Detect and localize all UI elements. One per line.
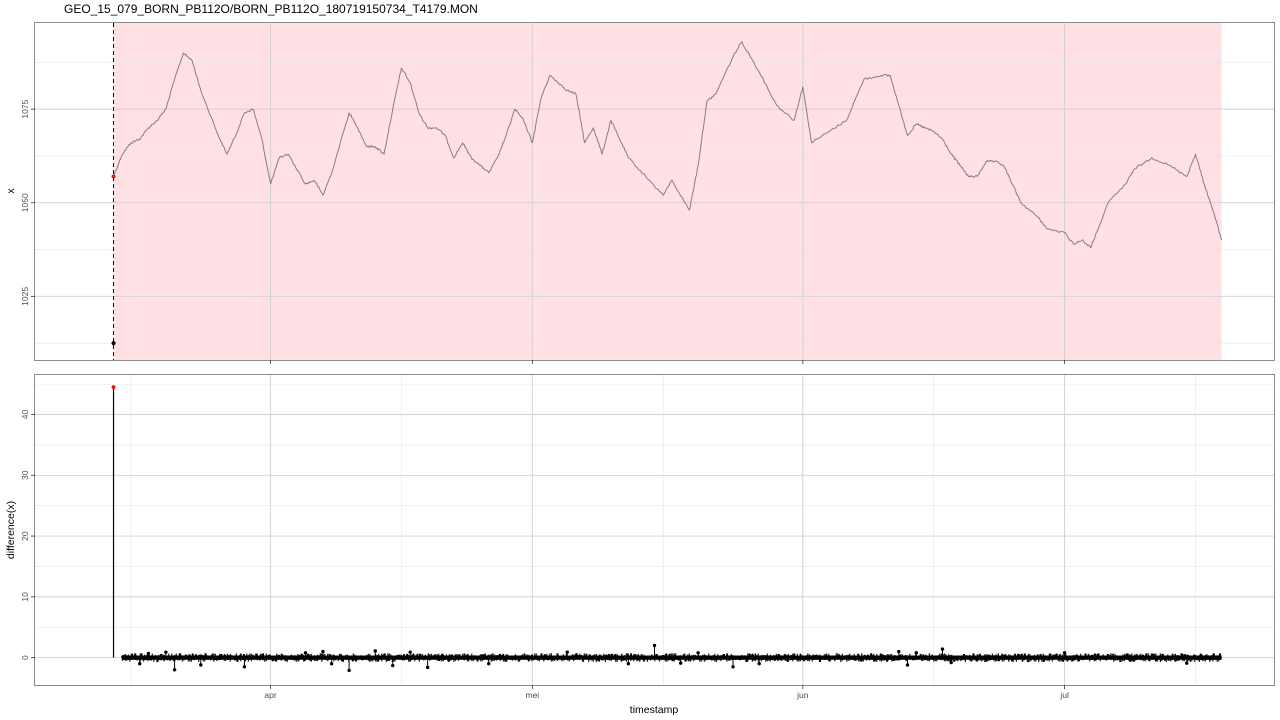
bottom-panel-x-tick-label: mei [525, 690, 539, 700]
bottom-panel-extreme-point-10 [373, 649, 377, 653]
bottom-panel-extreme-point-14 [487, 662, 491, 666]
bottom-panel-noise-band [122, 655, 1222, 660]
bottom-panel-extreme-point-23 [905, 663, 910, 667]
top-panel-y-tick-label: 1050 [20, 193, 30, 212]
top-panel-y-axis-label: x [5, 188, 17, 194]
bottom-panel-extreme-point-0 [138, 662, 142, 666]
bottom-panel-extreme-point-25 [940, 647, 945, 651]
x-axis-label: timestamp [630, 704, 679, 716]
bottom-panel-extreme-point-19 [696, 651, 700, 655]
bottom-panel-extreme-point-8 [329, 662, 334, 666]
bottom-panel-extreme-point-28 [1185, 661, 1189, 665]
bottom-panel-extreme-point-3 [172, 668, 177, 672]
chart-title: GEO_15_079_BORN_PB112O/BORN_PB112O_18071… [64, 2, 478, 16]
top-panel: 1025 1050 1075 x [5, 22, 1275, 364]
bottom-panel-extreme-point-5 [242, 665, 247, 669]
top-panel-y-tick-label: 1025 [20, 287, 30, 306]
bottom-panel-extreme-point-15 [565, 650, 569, 654]
bottom-panel-frame [34, 374, 1275, 686]
bottom-panel-x-ticks: apr mei jun jul [264, 685, 1069, 700]
bottom-panel-extreme-point-2 [164, 650, 168, 654]
bottom-panel-extreme-point-1 [146, 651, 151, 656]
bottom-panel: 0 10 20 30 40 apr mei jun jul difference(x) [5, 374, 1275, 700]
bottom-panel-extreme-point-21 [757, 662, 761, 666]
bottom-panel-y-tick-label: 10 [20, 592, 30, 602]
bottom-panel-y-tick-label: 30 [20, 470, 30, 480]
bottom-panel-extreme-point-7 [321, 649, 325, 654]
bottom-panel-extreme-point-9 [347, 668, 351, 673]
bottom-panel-outlier-point [111, 385, 116, 390]
top-panel-y-tick-label: 1075 [20, 99, 30, 118]
bottom-panel-extreme-point-20 [731, 665, 735, 669]
bottom-panel-y-axis-label: difference(x) [5, 501, 17, 559]
bottom-panel-extreme-point-18 [678, 661, 683, 665]
bottom-panel-x-tick-label: jul [1059, 690, 1069, 700]
bottom-panel-x-tick-label: apr [264, 690, 276, 700]
bottom-panel-extreme-point-22 [897, 649, 901, 654]
bottom-panel-extreme-point-16 [626, 662, 631, 666]
bottom-panel-extreme-point-11 [391, 663, 395, 668]
top-panel-series-line [113, 41, 1223, 249]
bottom-panel-y-ticks: 0 10 20 30 40 [20, 410, 35, 660]
top-panel-highlight-points [111, 174, 116, 346]
bottom-panel-extreme-point-26 [949, 660, 953, 665]
bottom-panel-y-tick-label: 0 [20, 655, 30, 660]
top-panel-x-ticks [270, 360, 1065, 364]
bottom-panel-extreme-point-12 [408, 650, 412, 654]
bottom-panel-extreme-point-13 [425, 665, 430, 670]
top-panel-highlight-region [113, 23, 1222, 360]
bottom-panel-extreme-point-24 [914, 651, 918, 655]
top-panel-highlight-point-0 [111, 174, 116, 179]
bottom-panel-extreme-point-4 [199, 663, 203, 667]
bottom-panel-x-tick-label: jun [796, 690, 809, 700]
top-panel-y-ticks: 1025 1050 1075 [20, 99, 35, 306]
top-panel-grid [35, 23, 1274, 360]
bottom-panel-y-tick-label: 20 [20, 531, 30, 541]
bottom-panel-extreme-point-6 [303, 651, 308, 655]
bottom-panel-y-tick-label: 40 [20, 410, 30, 420]
top-panel-highlight-point-1 [111, 341, 116, 346]
bottom-panel-extreme-points [138, 643, 1189, 673]
bottom-panel-extreme-point-27 [1062, 651, 1067, 655]
bottom-panel-extreme-point-17 [652, 643, 657, 648]
